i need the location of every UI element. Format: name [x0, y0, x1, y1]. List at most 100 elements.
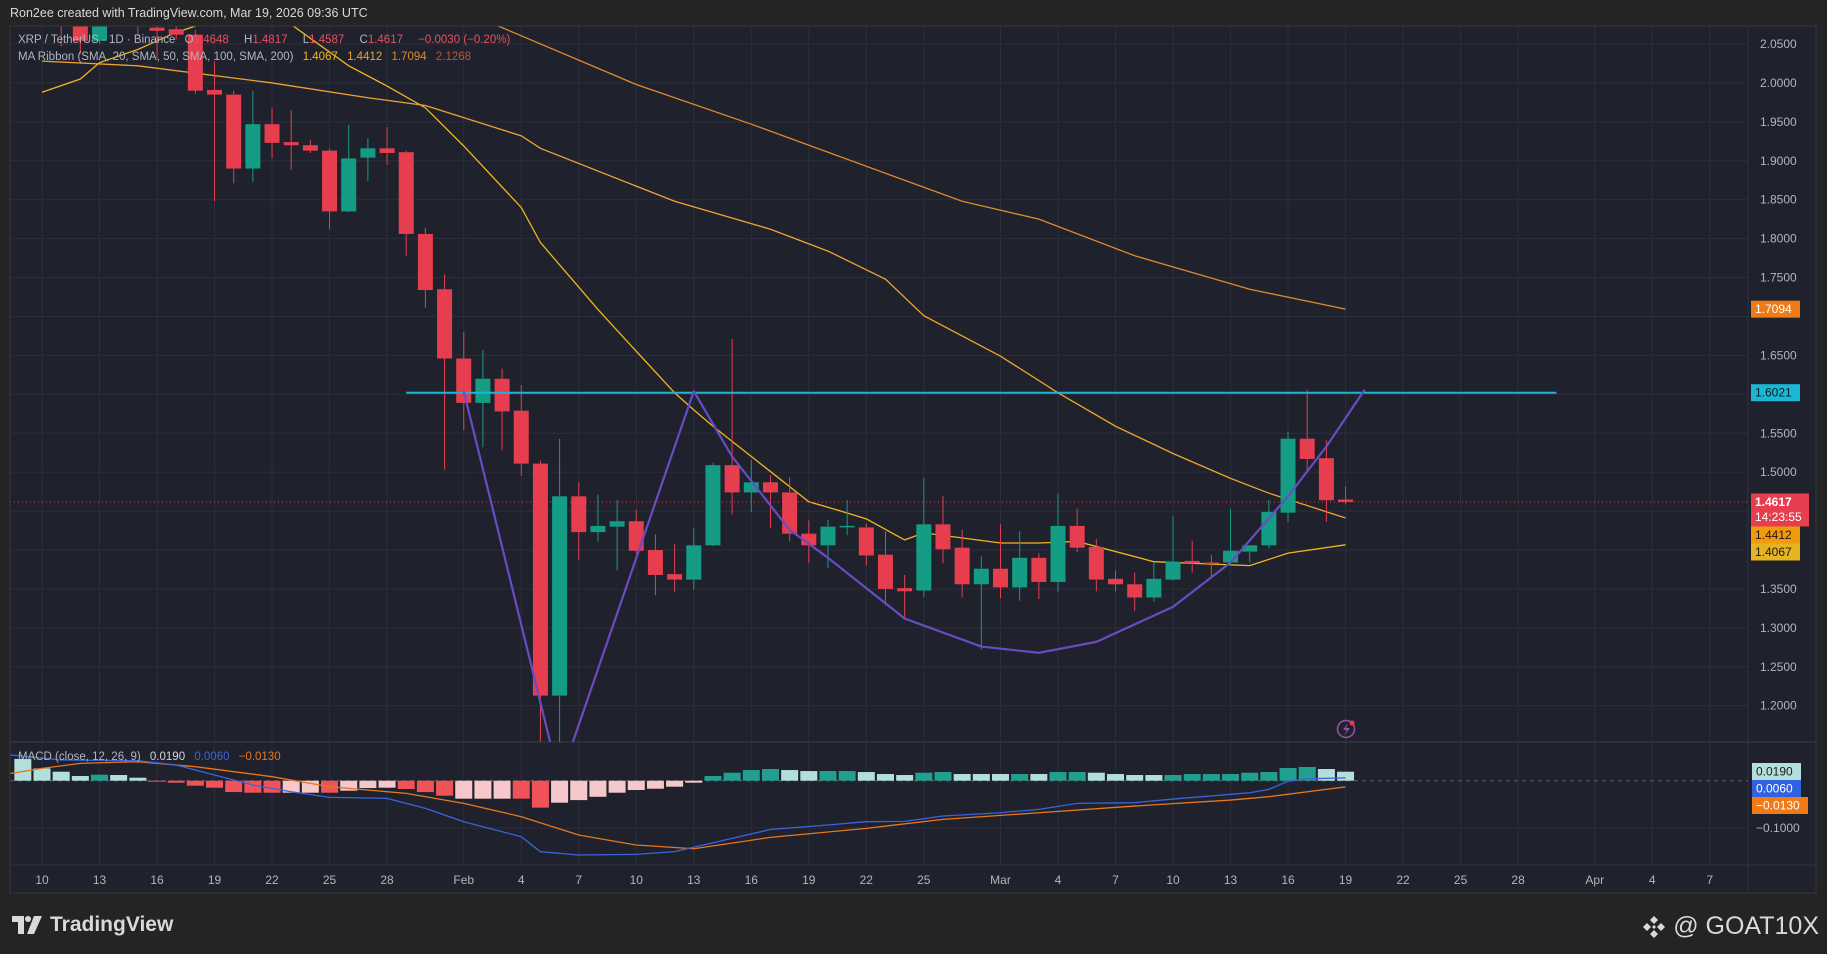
candle[interactable] [973, 556, 989, 650]
candle[interactable] [571, 482, 587, 561]
macd-pane[interactable] [4, 754, 1748, 856]
candle[interactable] [590, 494, 606, 542]
candle[interactable] [916, 477, 932, 597]
candle[interactable] [552, 438, 568, 753]
lightning-icon-ring [1336, 719, 1356, 739]
macd-histogram-bar [512, 780, 530, 799]
candle[interactable] [1280, 431, 1296, 522]
tradingview-brand: TradingView [50, 913, 174, 936]
candle-body [877, 554, 893, 589]
macd-histogram-bar [666, 780, 684, 787]
candle[interactable] [1127, 572, 1143, 611]
candle[interactable] [897, 574, 913, 619]
candle[interactable] [72, 5, 88, 55]
candle[interactable] [264, 107, 280, 159]
candle[interactable] [149, 13, 165, 59]
candle[interactable] [54, 5, 69, 47]
macd-legend[interactable]: MACD (close, 12, 26, 9) 0.0190 0.0060 −0… [18, 751, 287, 763]
candle[interactable] [820, 519, 836, 568]
time-axis-label: 22 [860, 873, 874, 887]
candle[interactable] [686, 528, 702, 590]
candle[interactable] [724, 339, 740, 515]
candle[interactable] [762, 475, 778, 529]
time-axis-label: 4 [1649, 873, 1656, 887]
macd-histogram-bar [416, 780, 434, 793]
price-pane[interactable] [10, 0, 1748, 780]
candle[interactable] [743, 459, 759, 512]
symbol-legend[interactable]: XRP / TetherUS · 1D · Binance O1.4648 H1… [18, 34, 516, 46]
candle[interactable] [360, 138, 376, 182]
tradingview-logo[interactable]: TradingView [12, 913, 173, 937]
lightning-icon[interactable] [1336, 719, 1356, 739]
candle[interactable] [494, 368, 510, 451]
candle[interactable] [341, 124, 357, 213]
candle[interactable] [1146, 562, 1162, 602]
candle[interactable] [1108, 570, 1124, 592]
candle[interactable] [1088, 539, 1104, 592]
candle[interactable] [226, 90, 242, 184]
macd-histogram-bar [608, 780, 626, 793]
candle[interactable] [609, 500, 625, 571]
macd-histogram-bar [627, 780, 645, 791]
macd-histogram-bar [1260, 772, 1278, 781]
candle[interactable] [954, 529, 970, 598]
candle[interactable] [1261, 500, 1277, 549]
candle[interactable] [283, 110, 299, 171]
time-axis-label: 16 [1281, 873, 1295, 887]
candle[interactable] [667, 543, 683, 593]
candle[interactable] [187, 29, 203, 94]
candle-body [571, 496, 587, 533]
candle[interactable] [628, 509, 644, 554]
candle[interactable] [647, 534, 663, 596]
candle[interactable] [437, 274, 453, 470]
candle-body [379, 148, 395, 153]
ma-ribbon-legend[interactable]: MA Ribbon (SMA, 20, SMA, 50, SMA, 100, S… [18, 51, 477, 63]
candle[interactable] [801, 520, 817, 564]
candle[interactable] [1203, 554, 1219, 577]
candle[interactable] [858, 523, 874, 566]
candle[interactable] [130, 0, 145, 37]
candle[interactable] [322, 148, 338, 230]
time-axis-label: 7 [1706, 873, 1713, 887]
candle[interactable] [302, 139, 318, 153]
candle[interactable] [1299, 389, 1315, 473]
candle[interactable] [993, 524, 1008, 599]
candle[interactable] [475, 349, 491, 448]
time-axis-label: 25 [917, 873, 931, 887]
candle[interactable] [168, 21, 184, 40]
low-label: L [302, 34, 310, 46]
candle[interactable] [92, 5, 108, 44]
candle-body [647, 550, 663, 575]
candle[interactable] [1223, 508, 1239, 565]
macd-histogram-bar [1202, 774, 1220, 781]
macd-histogram-bar [857, 772, 875, 781]
candle[interactable] [705, 462, 721, 547]
candle[interactable] [417, 227, 433, 308]
candle[interactable] [532, 460, 548, 768]
candle-body [609, 521, 625, 527]
time-axis-label: 22 [1396, 873, 1410, 887]
candle-body [360, 148, 376, 158]
candle[interactable] [513, 384, 529, 477]
time-axis-label: Feb [453, 873, 474, 887]
candle[interactable] [1012, 531, 1028, 601]
candle[interactable] [245, 90, 261, 182]
candle[interactable] [1050, 493, 1066, 593]
candle[interactable] [1242, 545, 1258, 563]
candle[interactable] [877, 531, 893, 606]
candle[interactable] [839, 500, 855, 536]
candle[interactable] [1184, 540, 1200, 573]
time-axis-label: 16 [745, 873, 759, 887]
candle[interactable] [1338, 486, 1354, 505]
candle[interactable] [1069, 508, 1085, 553]
candle[interactable] [1031, 553, 1047, 600]
candle[interactable] [398, 150, 414, 256]
candle[interactable] [935, 496, 951, 564]
candle[interactable] [1318, 440, 1334, 522]
macd-histogram-bar [1126, 775, 1144, 781]
candle[interactable] [379, 127, 395, 165]
candle[interactable] [207, 61, 223, 202]
candle[interactable] [1165, 516, 1181, 581]
candle[interactable] [111, 0, 126, 21]
